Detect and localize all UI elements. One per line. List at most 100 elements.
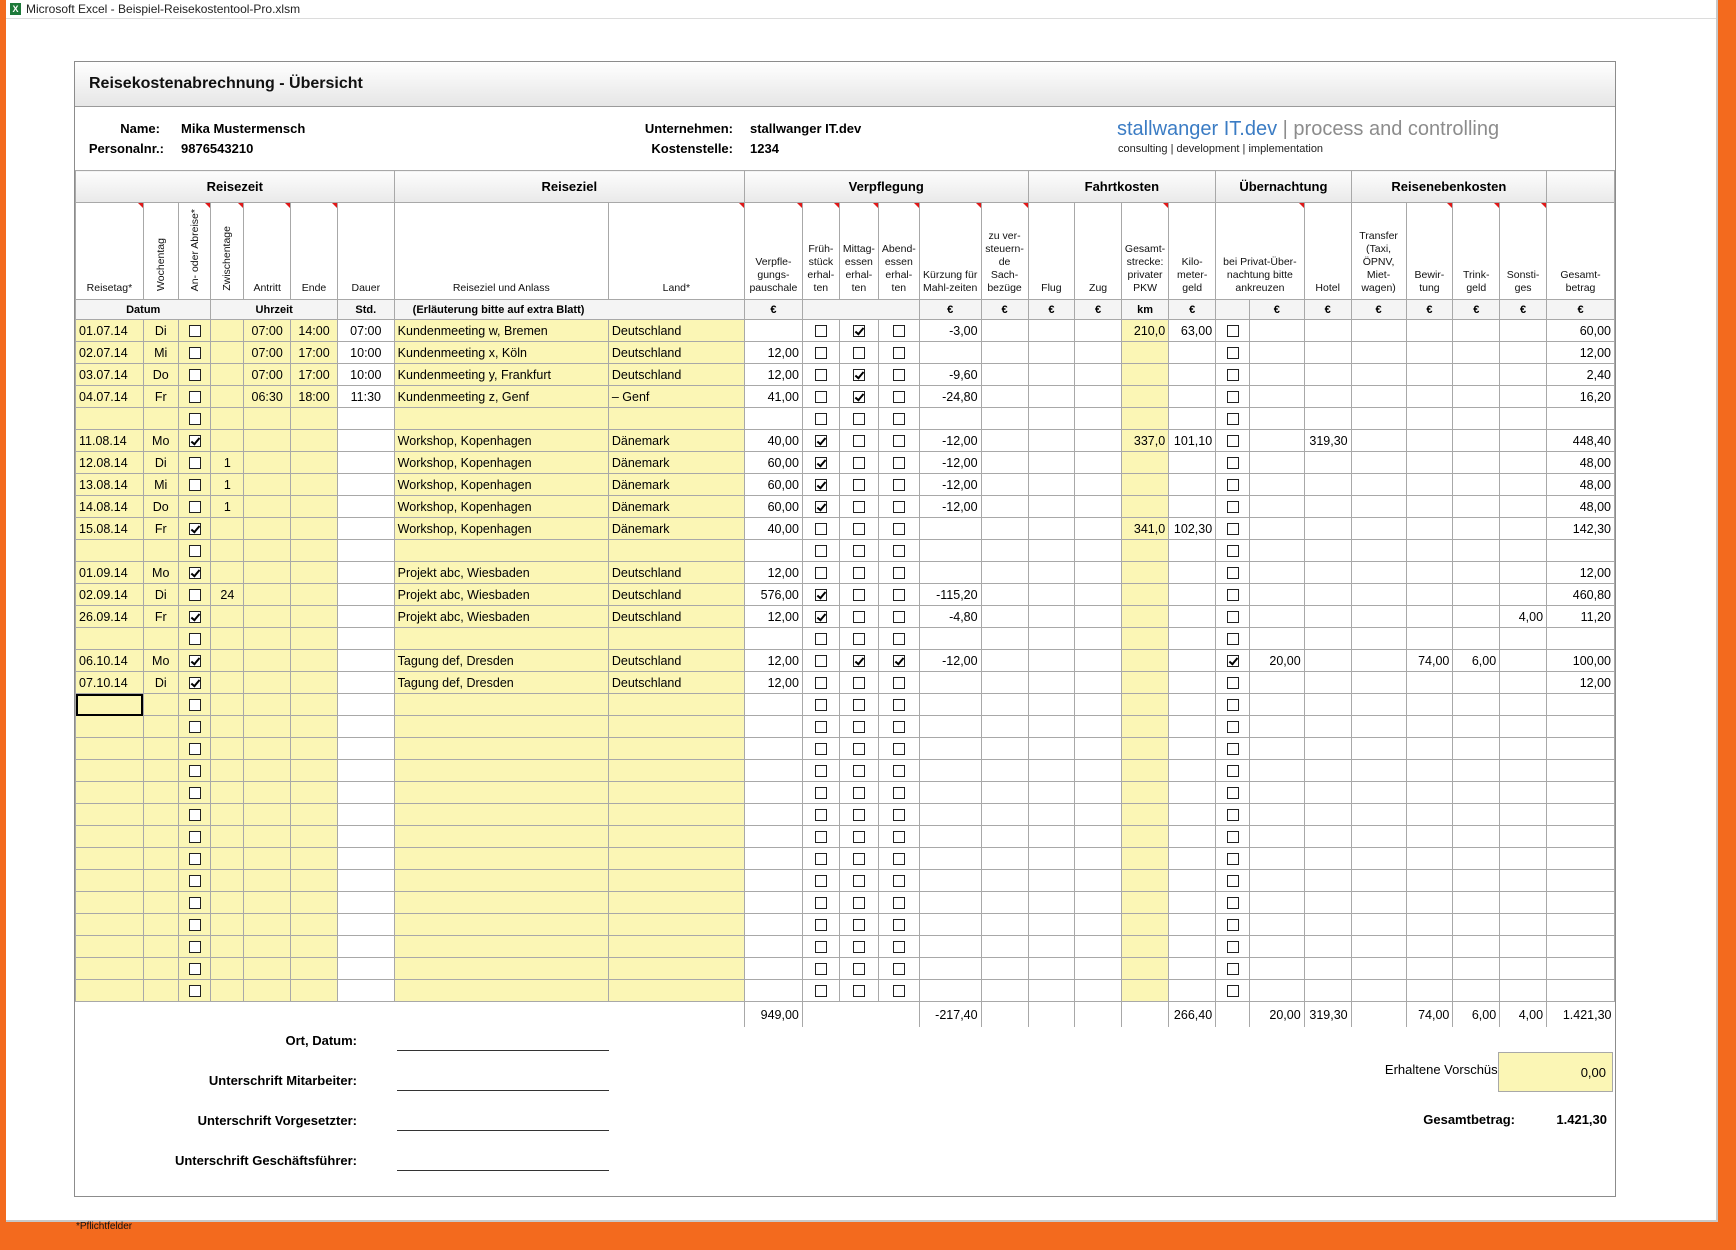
land-cell[interactable]: Dänemark	[607, 495, 745, 518]
fruehstueck-checkbox[interactable]	[814, 765, 827, 778]
trinkgeld-cell[interactable]	[1452, 693, 1501, 716]
sonstiges-cell[interactable]	[1499, 979, 1548, 1002]
fruehstueck-cell[interactable]	[801, 583, 840, 606]
reisetag-cell[interactable]: 04.07.14	[75, 385, 144, 408]
bewirtung-cell[interactable]	[1405, 605, 1454, 628]
zug-cell[interactable]	[1074, 429, 1122, 452]
trinkgeld-cell[interactable]	[1452, 627, 1501, 650]
flug-cell[interactable]	[1027, 935, 1076, 958]
privat-checkbox[interactable]	[1226, 699, 1239, 712]
anab-cell[interactable]	[177, 385, 212, 408]
anab-cell[interactable]	[177, 693, 212, 716]
antritt-cell[interactable]	[243, 407, 292, 430]
bewirtung-cell[interactable]	[1405, 759, 1454, 782]
strecke-cell[interactable]	[1120, 759, 1170, 782]
abendessen-cell[interactable]	[877, 737, 920, 760]
abendessen-checkbox[interactable]	[892, 853, 905, 866]
strecke-cell[interactable]	[1120, 935, 1170, 958]
mittagessen-cell[interactable]	[838, 957, 879, 980]
mittagessen-cell[interactable]	[838, 913, 879, 936]
zug-cell[interactable]	[1074, 979, 1122, 1002]
strecke-cell[interactable]	[1120, 957, 1170, 980]
reiseziel-cell[interactable]	[393, 407, 609, 430]
reisetag-cell[interactable]: 01.09.14	[75, 561, 144, 584]
flug-cell[interactable]	[1027, 363, 1076, 386]
strecke-cell[interactable]	[1120, 869, 1170, 892]
land-cell[interactable]	[607, 693, 745, 716]
zug-cell[interactable]	[1074, 473, 1122, 496]
sonstiges-cell[interactable]	[1499, 407, 1548, 430]
mittagessen-cell[interactable]	[838, 649, 879, 672]
zug-cell[interactable]	[1074, 671, 1122, 694]
zwischentage-cell[interactable]	[210, 979, 245, 1002]
privat-checkbox[interactable]	[1226, 787, 1239, 800]
reiseziel-cell[interactable]	[393, 803, 609, 826]
ende-cell[interactable]	[290, 715, 338, 738]
zwischentage-cell[interactable]	[210, 341, 245, 364]
zwischentage-cell[interactable]	[210, 649, 245, 672]
privat-cell[interactable]	[1215, 385, 1250, 408]
privat-cell[interactable]	[1215, 539, 1250, 562]
fruehstueck-checkbox[interactable]	[814, 677, 827, 690]
fruehstueck-checkbox[interactable]	[814, 963, 827, 976]
mittagessen-cell[interactable]	[838, 935, 879, 958]
reiseziel-cell[interactable]: Workshop, Kopenhagen	[393, 517, 609, 540]
flug-cell[interactable]	[1027, 803, 1076, 826]
sonstiges-cell[interactable]	[1499, 803, 1548, 826]
privat-checkbox[interactable]	[1226, 435, 1239, 448]
trinkgeld-cell[interactable]	[1452, 341, 1501, 364]
reiseziel-cell[interactable]	[393, 693, 609, 716]
land-cell[interactable]: Deutschland	[607, 583, 745, 606]
abendessen-cell[interactable]	[877, 495, 920, 518]
privat-checkbox[interactable]	[1226, 589, 1239, 602]
antritt-cell[interactable]	[243, 869, 292, 892]
reiseziel-cell[interactable]	[393, 759, 609, 782]
anab-checkbox[interactable]	[188, 347, 201, 360]
sonstiges-cell[interactable]	[1499, 583, 1548, 606]
abendessen-checkbox[interactable]	[892, 457, 905, 470]
anab-cell[interactable]	[177, 517, 212, 540]
anab-cell[interactable]	[177, 583, 212, 606]
land-cell[interactable]: – Genf	[607, 385, 745, 408]
antritt-cell[interactable]	[243, 451, 292, 474]
ende-cell[interactable]	[290, 759, 338, 782]
land-cell[interactable]: Deutschland	[607, 649, 745, 672]
trinkgeld-cell[interactable]	[1452, 517, 1501, 540]
fruehstueck-checkbox[interactable]	[814, 435, 827, 448]
privat-cell[interactable]	[1215, 847, 1250, 870]
flug-cell[interactable]	[1027, 825, 1076, 848]
abendessen-checkbox[interactable]	[892, 809, 905, 822]
flug-cell[interactable]	[1027, 671, 1076, 694]
anab-cell[interactable]	[177, 495, 212, 518]
ende-cell[interactable]	[290, 869, 338, 892]
bewirtung-cell[interactable]	[1405, 517, 1454, 540]
zwischentage-cell[interactable]: 1	[210, 495, 245, 518]
land-cell[interactable]	[607, 539, 745, 562]
mittagessen-checkbox[interactable]	[852, 457, 865, 470]
abendessen-checkbox[interactable]	[892, 567, 905, 580]
privat-checkbox[interactable]	[1226, 567, 1239, 580]
anab-checkbox[interactable]	[188, 919, 201, 932]
privat-cell[interactable]	[1215, 935, 1250, 958]
reiseziel-cell[interactable]	[393, 869, 609, 892]
fruehstueck-checkbox[interactable]	[814, 325, 827, 338]
flug-cell[interactable]	[1027, 759, 1076, 782]
fruehstueck-checkbox[interactable]	[814, 897, 827, 910]
bewirtung-cell[interactable]: 74,00	[1405, 649, 1454, 672]
land-cell[interactable]	[607, 737, 745, 760]
bewirtung-cell[interactable]	[1405, 979, 1454, 1002]
mittagessen-checkbox[interactable]	[852, 347, 865, 360]
sonstiges-cell[interactable]	[1499, 627, 1548, 650]
antritt-cell[interactable]	[243, 517, 292, 540]
land-cell[interactable]	[607, 847, 745, 870]
privat-checkbox[interactable]	[1226, 875, 1239, 888]
antritt-cell[interactable]	[243, 759, 292, 782]
bewirtung-cell[interactable]	[1405, 363, 1454, 386]
flug-cell[interactable]	[1027, 693, 1076, 716]
bewirtung-cell[interactable]	[1405, 693, 1454, 716]
abendessen-cell[interactable]	[877, 671, 920, 694]
transfer-cell[interactable]	[1350, 979, 1407, 1002]
strecke-cell[interactable]	[1120, 407, 1170, 430]
abendessen-cell[interactable]	[877, 451, 920, 474]
abendessen-checkbox[interactable]	[892, 347, 905, 360]
